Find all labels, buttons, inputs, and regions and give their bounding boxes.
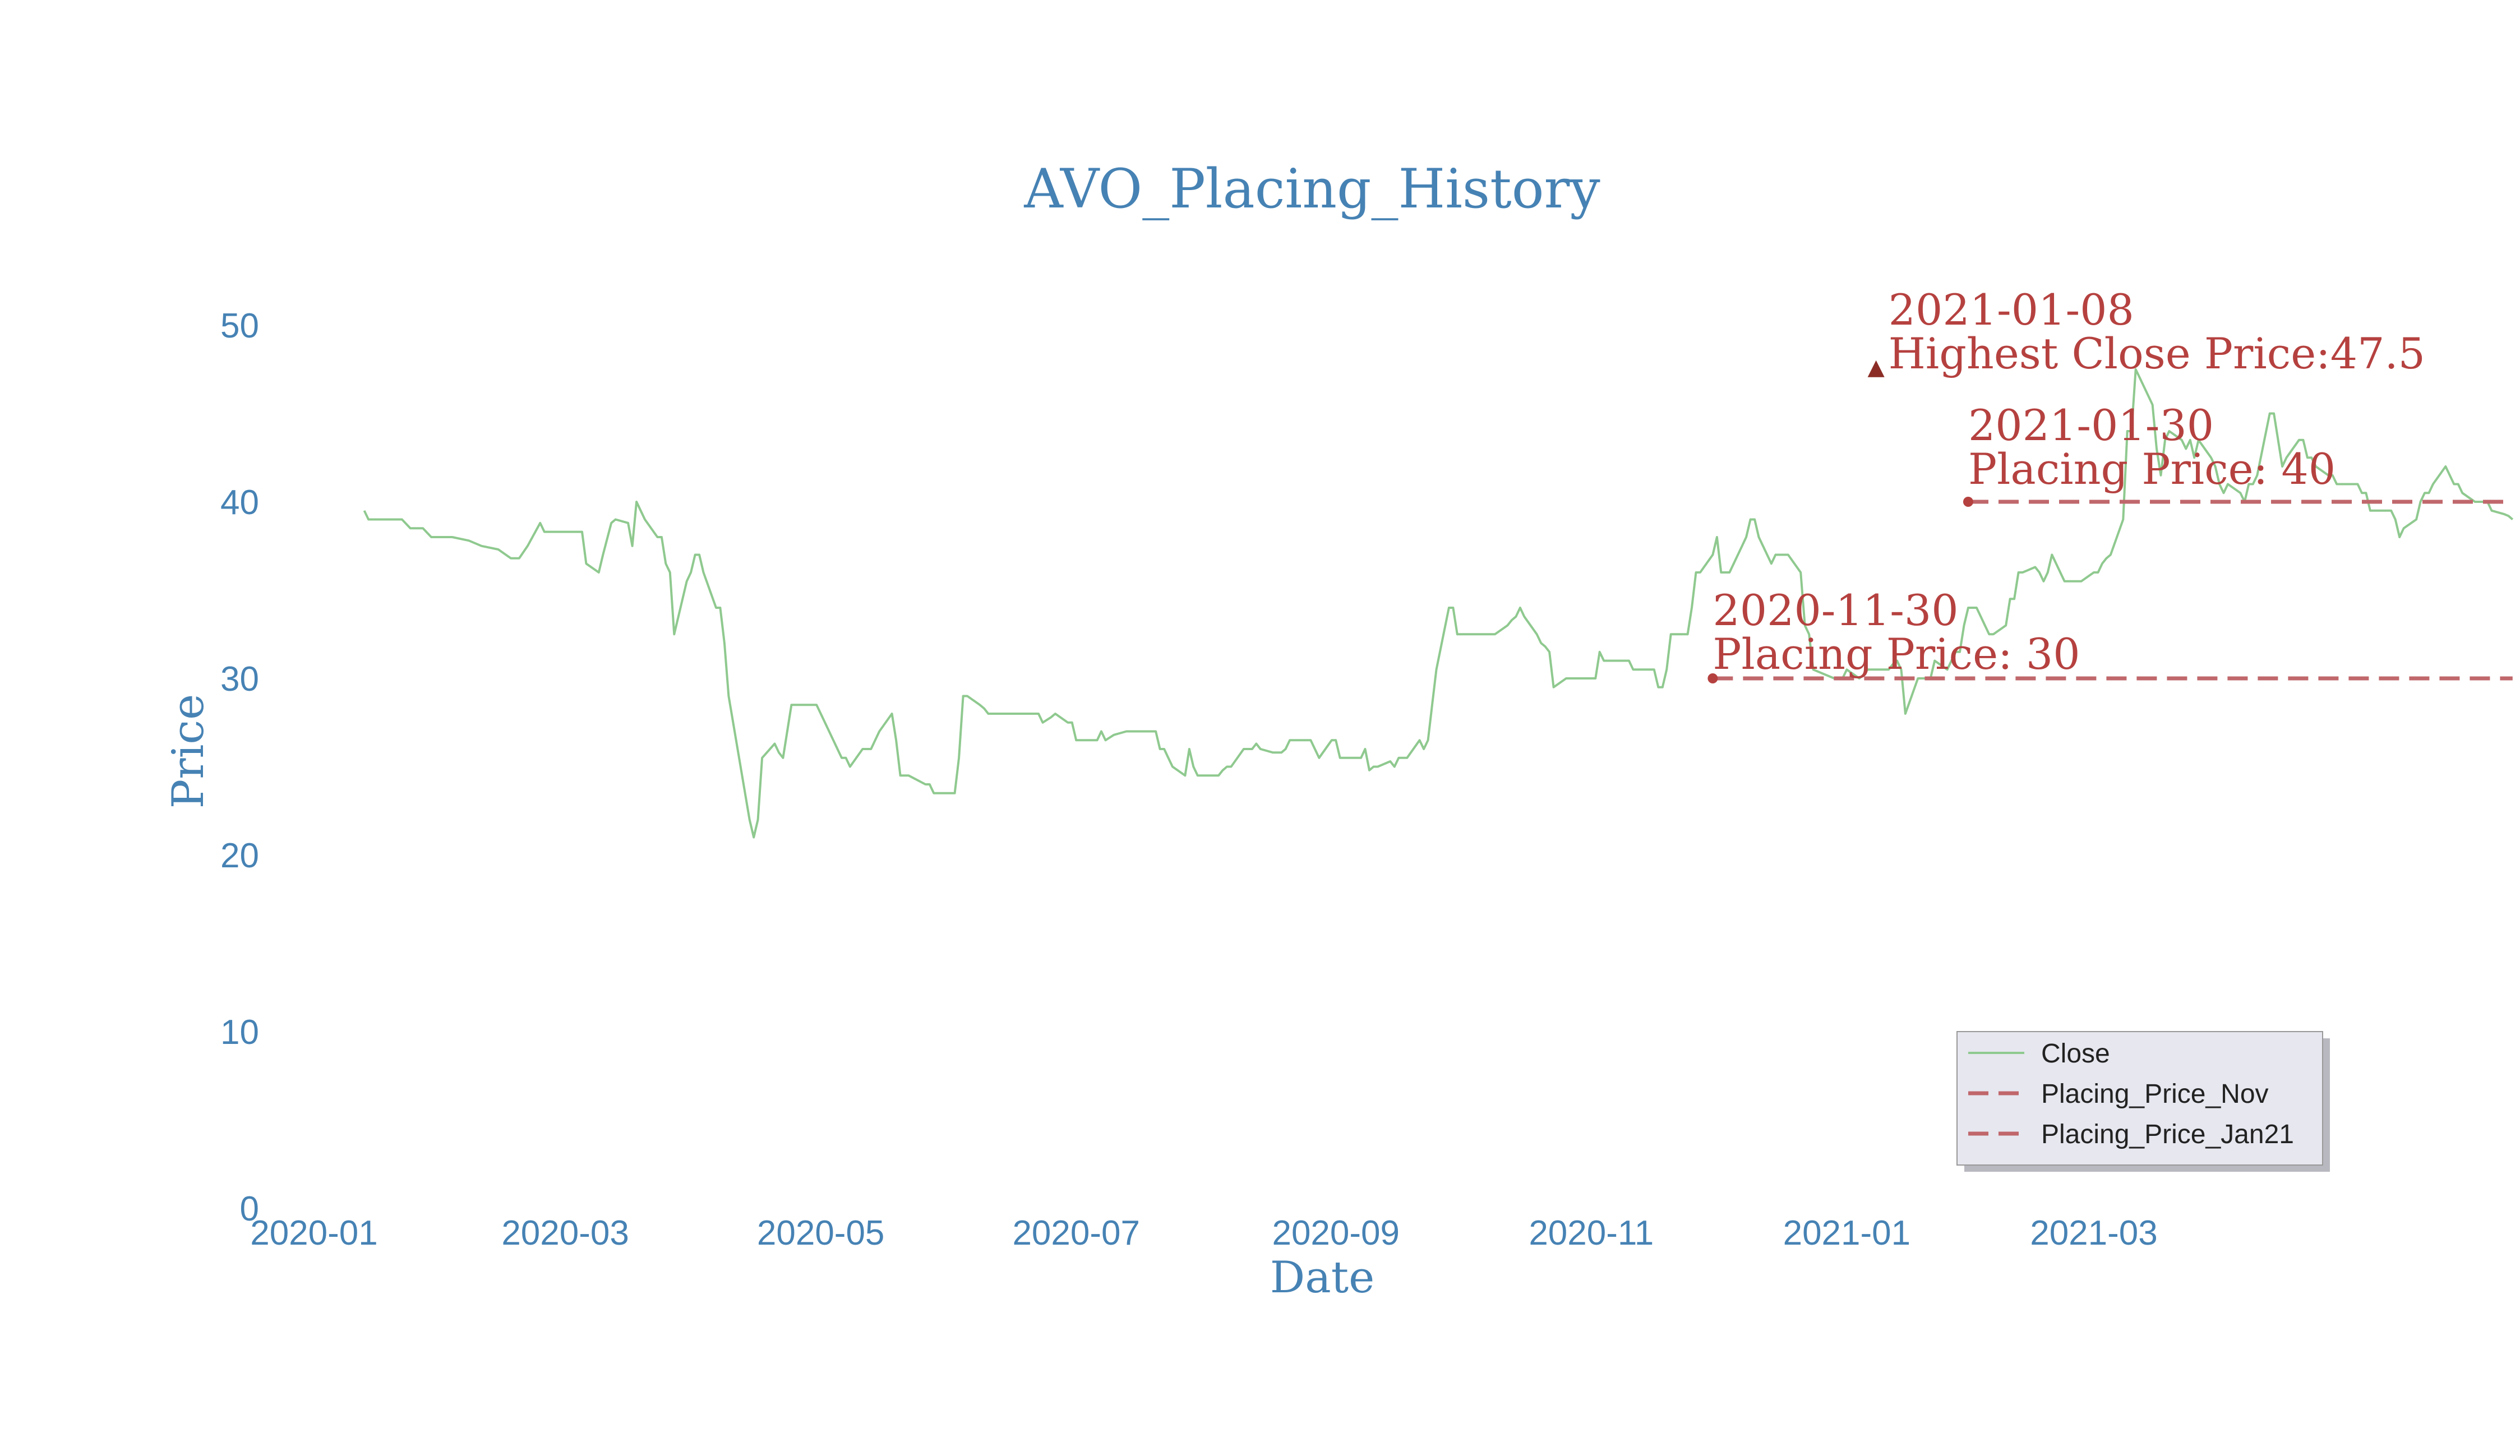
annotation-date: 2021-01-08 xyxy=(1889,285,2134,335)
highest-close-marker xyxy=(1867,360,1885,377)
y-axis-label: Price xyxy=(163,694,214,809)
legend-label: Placing_Price_Jan21 xyxy=(2041,1120,2294,1149)
y-tick-label: 30 xyxy=(220,660,259,699)
annotation-label: Highest Close Price:47.5 xyxy=(1889,329,2425,378)
annotation-date: 2021-01-30 xyxy=(1968,400,2214,450)
placing-price-marker xyxy=(1963,497,1973,507)
y-tick-label: 20 xyxy=(220,836,259,875)
series-line-close xyxy=(363,368,2514,839)
x-tick-label: 2020-03 xyxy=(501,1214,629,1252)
x-tick-label: 2020-05 xyxy=(757,1214,885,1252)
legend-label: Placing_Price_Nov xyxy=(2041,1079,2269,1109)
x-tick-label: 2020-07 xyxy=(1012,1214,1140,1252)
x-tick-label: 2020-11 xyxy=(1529,1214,1654,1252)
annotation-label: Placing Price: 30 xyxy=(1713,629,2080,679)
x-tick-label: 2020-09 xyxy=(1272,1214,1400,1252)
annotation-label: Placing Price: 40 xyxy=(1968,444,2336,494)
x-tick-label: 2021-03 xyxy=(2030,1214,2158,1252)
y-tick-label: 10 xyxy=(220,1013,259,1052)
annotation-date: 2020-11-30 xyxy=(1713,585,1958,635)
x-axis-label: Date xyxy=(1270,1252,1375,1303)
chart-title: AVO_Placing_History xyxy=(1023,158,1600,220)
x-tick-label: 2021-01 xyxy=(1783,1214,1911,1252)
legend-label: Close xyxy=(2041,1039,2110,1069)
y-tick-label: 50 xyxy=(220,307,259,345)
placing-price-marker xyxy=(1707,673,1718,683)
x-tick-label: 2020-01 xyxy=(250,1214,378,1252)
y-tick-label: 0 xyxy=(240,1190,259,1228)
y-tick-label: 40 xyxy=(220,483,259,522)
